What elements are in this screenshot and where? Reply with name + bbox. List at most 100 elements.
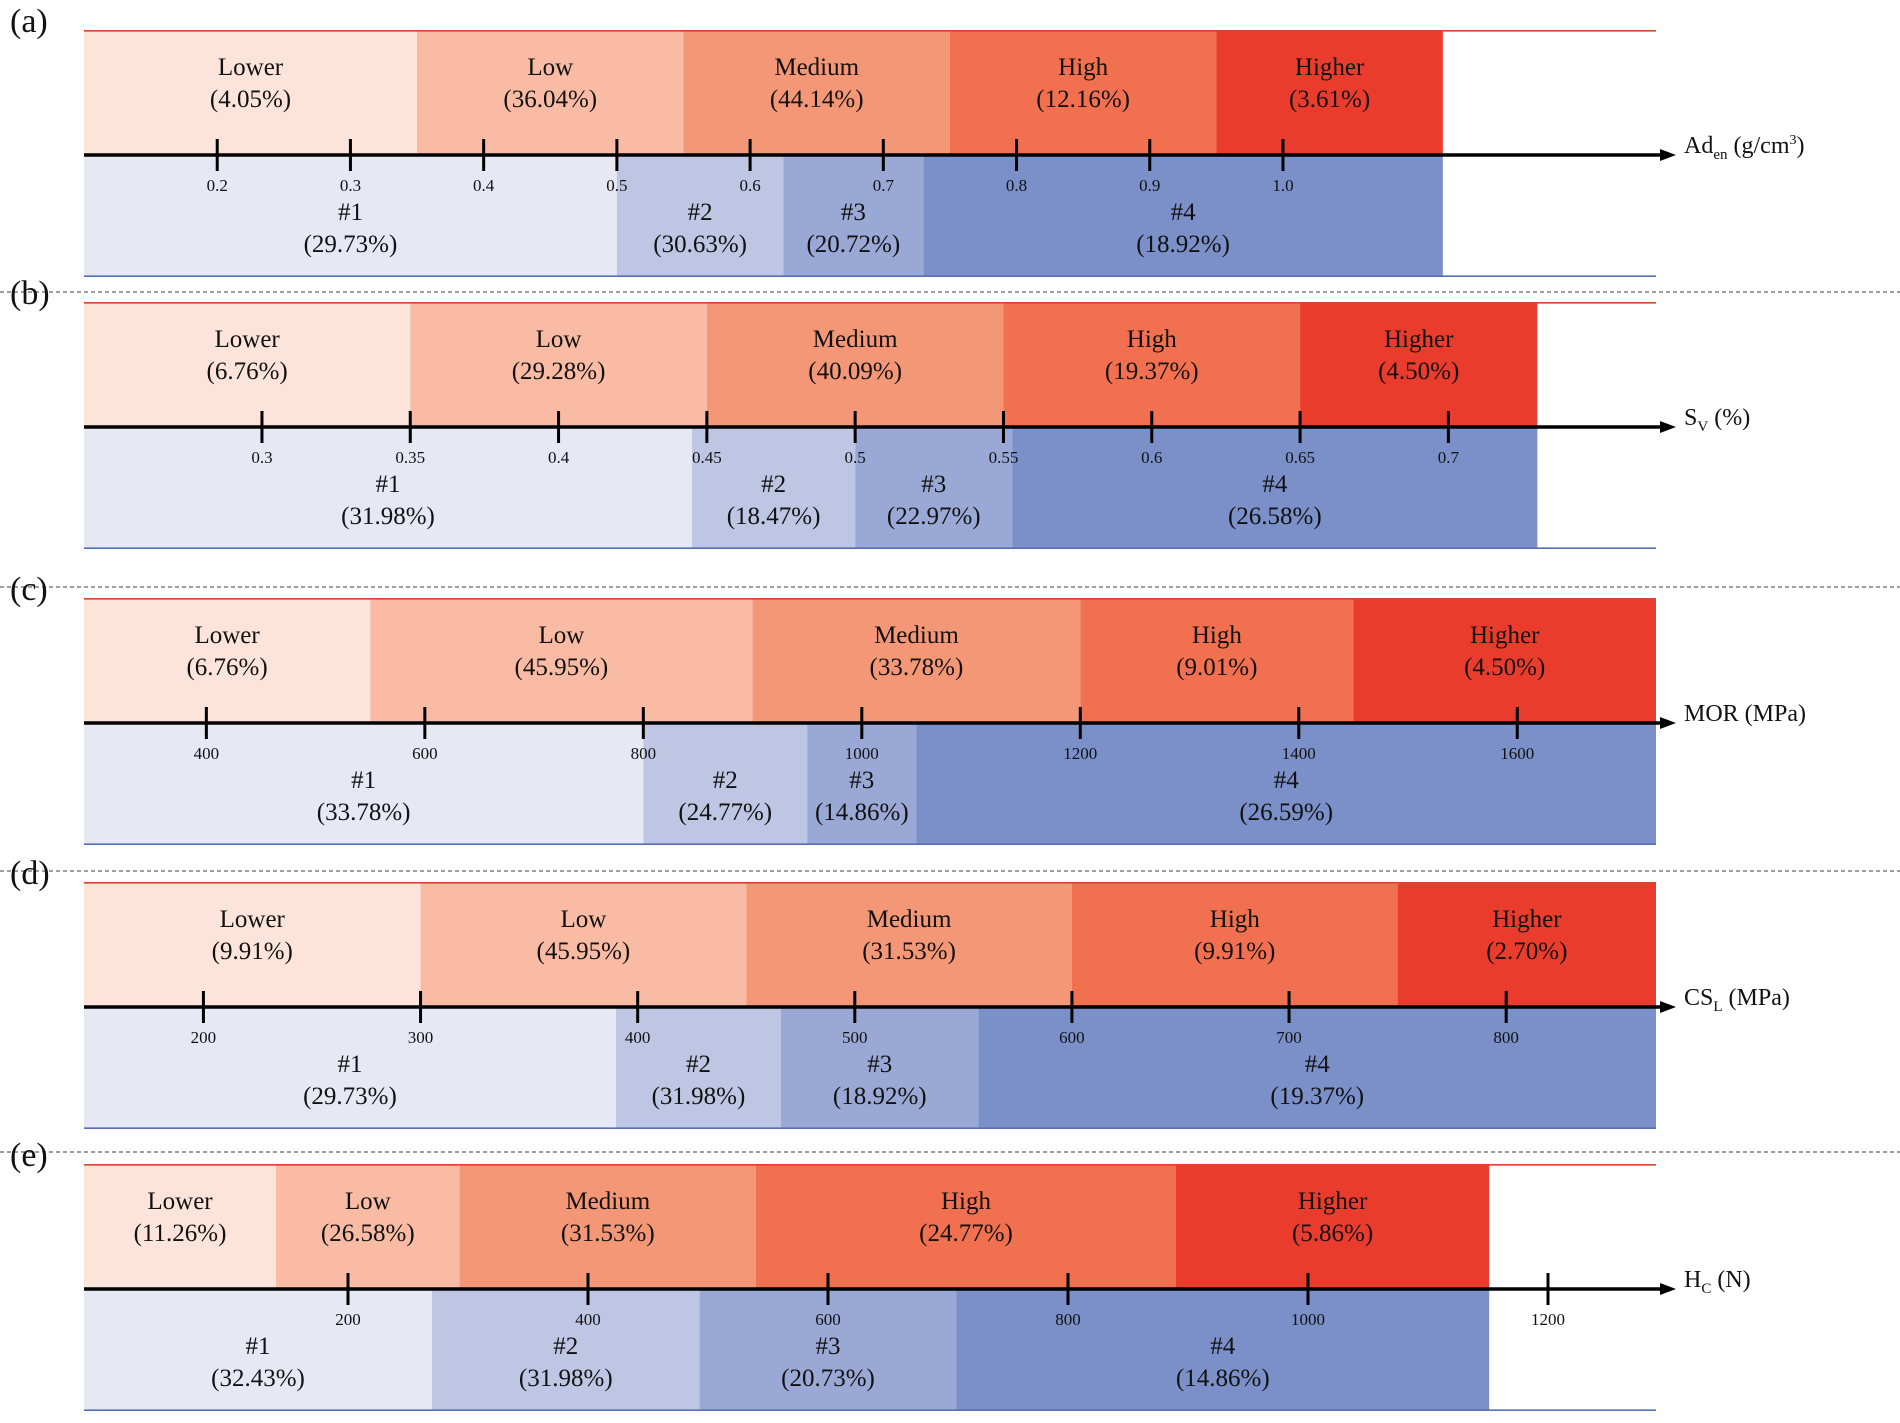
grade-band-low	[417, 30, 684, 155]
grade-label: Higher	[1295, 54, 1365, 81]
class-band-2	[692, 427, 856, 549]
tick-label: 400	[625, 1028, 651, 1047]
tick-label: 400	[194, 744, 220, 763]
grade-band-higher	[1216, 30, 1443, 155]
tick-label: 0.45	[692, 448, 722, 467]
class-band-2	[432, 1289, 700, 1411]
grade-label: Lower	[147, 1188, 213, 1215]
axis-label-unit: (g/cm	[1728, 133, 1790, 159]
class-band-1	[84, 427, 693, 549]
grade-percentage: (6.76%)	[186, 654, 267, 681]
grade-band-medium	[706, 302, 1004, 427]
tick-label: 800	[1055, 1310, 1081, 1329]
axis-label-unit: (MPa)	[1723, 985, 1790, 1011]
grade-label: Low	[345, 1188, 391, 1215]
class-band-3	[855, 427, 1013, 549]
axis-label-main: Ad	[1684, 133, 1713, 159]
grade-label: Medium	[867, 906, 952, 933]
class-percentage: (18.92%)	[1136, 231, 1230, 258]
panel-c: (c) Lower (6.76%) Low (45.95%) Medium (33.78%)…	[10, 571, 1806, 846]
grade-label: Higher	[1492, 906, 1562, 933]
class-label: #3	[841, 199, 866, 226]
class-band-4	[1012, 427, 1538, 549]
class-label: #1	[376, 471, 401, 498]
tick-label: 0.4	[548, 448, 570, 467]
tick-label: 600	[412, 744, 438, 763]
axis-label-main: H	[1684, 1267, 1701, 1293]
grade-band-lower	[84, 598, 371, 723]
grade-percentage: (31.53%)	[862, 938, 956, 965]
class-band-2	[615, 1007, 781, 1129]
class-label: #1	[351, 767, 376, 794]
grade-percentage: (33.78%)	[870, 654, 964, 681]
axis-label: MOR (MPa)	[1684, 701, 1806, 727]
grade-label: High	[1127, 326, 1178, 353]
class-band-3	[699, 1289, 957, 1411]
panel-d: (d) Lower (9.91%) Low (45.95%) Medium (31.53%)…	[10, 855, 1790, 1129]
axis-label: HC (N)	[1684, 1267, 1751, 1297]
grade-label: Low	[536, 326, 582, 353]
grade-percentage: (4.05%)	[210, 86, 291, 113]
grade-percentage: (6.76%)	[207, 358, 288, 385]
tick-label: 0.7	[1438, 448, 1460, 467]
tick-label: 0.6	[1141, 448, 1162, 467]
class-label: #4	[1262, 471, 1288, 498]
grade-band-low	[370, 598, 753, 723]
grade-label: High	[1058, 54, 1109, 81]
class-percentage: (14.86%)	[1176, 1365, 1270, 1392]
class-label: #3	[921, 471, 946, 498]
grade-percentage: (11.26%)	[134, 1220, 227, 1247]
class-label: #3	[849, 767, 874, 794]
grade-label: Lower	[218, 54, 284, 81]
axis-arrow	[1660, 717, 1676, 729]
grade-label: Low	[527, 54, 573, 81]
grade-label: Medium	[874, 622, 959, 649]
grade-label: Higher	[1470, 622, 1540, 649]
grade-label: Low	[560, 906, 606, 933]
class-band-4	[916, 723, 1656, 845]
grade-band-low	[410, 302, 707, 427]
axis-label-main: S	[1684, 405, 1697, 431]
grade-percentage: (4.50%)	[1378, 358, 1459, 385]
class-band-1	[84, 1007, 616, 1129]
tick-label: 1600	[1500, 744, 1534, 763]
class-percentage: (20.73%)	[781, 1365, 875, 1392]
grade-percentage: (3.61%)	[1289, 86, 1370, 113]
axis-label-superscript: 3	[1790, 133, 1797, 148]
panel-label: (d)	[10, 855, 50, 892]
tick-label: 0.35	[395, 448, 425, 467]
class-label: #2	[688, 199, 713, 226]
class-percentage: (26.59%)	[1239, 799, 1333, 826]
tick-label: 0.3	[251, 448, 272, 467]
grade-label: High	[1192, 622, 1243, 649]
panel-label: (e)	[10, 1137, 48, 1174]
class-label: #1	[246, 1333, 271, 1360]
grade-band-medium	[459, 1164, 756, 1289]
tick-label: 0.5	[845, 448, 866, 467]
axis-label-unit-end: )	[1797, 133, 1805, 159]
class-band-1	[84, 723, 644, 845]
tick-label: 1200	[1531, 1310, 1565, 1329]
tick-label: 400	[575, 1310, 601, 1329]
class-percentage: (14.86%)	[815, 799, 909, 826]
tick-label: 0.65	[1285, 448, 1315, 467]
grade-percentage: (40.09%)	[808, 358, 902, 385]
grade-label: Lower	[220, 906, 286, 933]
tick-label: 1000	[1291, 1310, 1325, 1329]
tick-label: 800	[631, 744, 657, 763]
class-label: #2	[761, 471, 786, 498]
grade-band-medium	[683, 30, 950, 155]
tick-label: 0.55	[989, 448, 1019, 467]
class-band-2	[643, 723, 808, 845]
tick-label: 0.4	[473, 176, 495, 195]
class-percentage: (32.43%)	[211, 1365, 305, 1392]
class-percentage: (31.98%)	[652, 1083, 746, 1110]
class-label: #2	[553, 1333, 578, 1360]
grade-percentage: (9.91%)	[212, 938, 293, 965]
class-band-1	[84, 155, 617, 277]
tick-label: 500	[842, 1028, 868, 1047]
tick-label: 0.9	[1139, 176, 1160, 195]
panel-b: (b) Lower (6.76%) Low (29.28%) Medium (40.09%)…	[10, 275, 1750, 550]
tick-label: 0.8	[1006, 176, 1027, 195]
